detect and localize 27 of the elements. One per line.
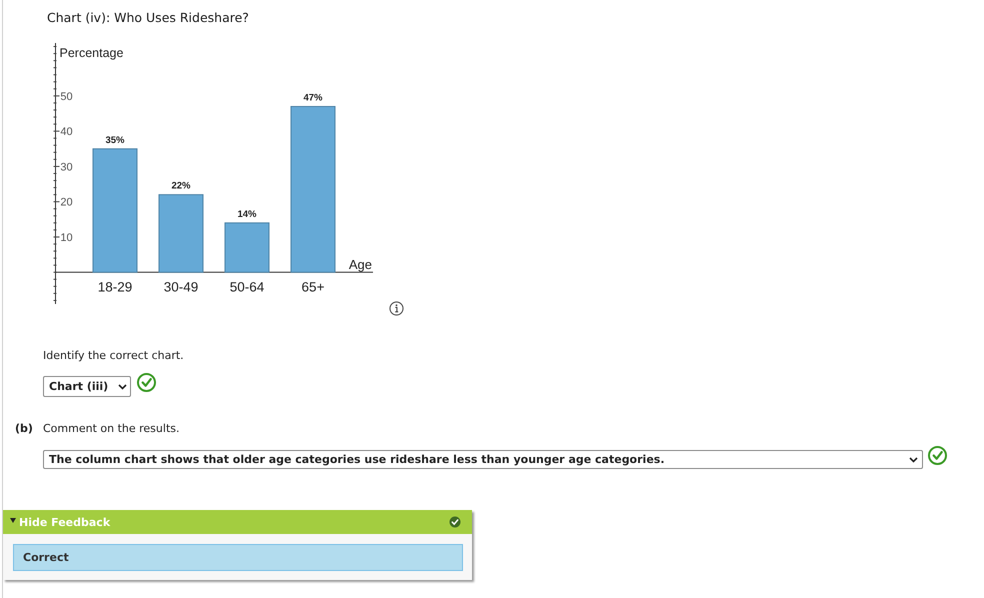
text: Identify the correct chart. — [43, 349, 184, 362]
bar — [290, 106, 336, 273]
y-tick-label: 30 — [60, 161, 73, 174]
message-box: Correct — [13, 544, 463, 571]
text: (b) — [15, 422, 33, 435]
y-tick-label: 50 — [60, 90, 73, 103]
data-label: 35% — [105, 134, 126, 146]
x-tick-label: 65+ — [302, 279, 325, 294]
x-tick-label: 50-64 — [230, 279, 265, 294]
dropdown-field: Chart (iii) — [43, 376, 131, 397]
bar — [224, 222, 270, 273]
chart-title: Chart (iv): Who Uses Rideshare? — [47, 10, 249, 25]
data-label: 22% — [171, 180, 192, 192]
dropdown-field: The column chart shows that older age categories use rideshare less than younger age categories. — [43, 450, 923, 469]
data-label: 47% — [303, 92, 324, 104]
bar — [158, 194, 204, 273]
x-tick-label: 18-29 — [98, 279, 132, 294]
y-tick-label: 40 — [60, 126, 73, 138]
x-axis-title: Age — [348, 257, 372, 272]
y-tick-label: 20 — [60, 196, 73, 209]
y-axis-title: Percentage — [60, 46, 124, 60]
y-tick-label: 10 — [60, 232, 73, 244]
feedback-panel: Hide Feedback Correct — [3, 510, 472, 580]
x-tick-label: 30-49 — [164, 279, 198, 294]
data-label: 14% — [237, 208, 258, 220]
bar — [92, 148, 138, 273]
text: Comment on the results. — [43, 422, 180, 435]
